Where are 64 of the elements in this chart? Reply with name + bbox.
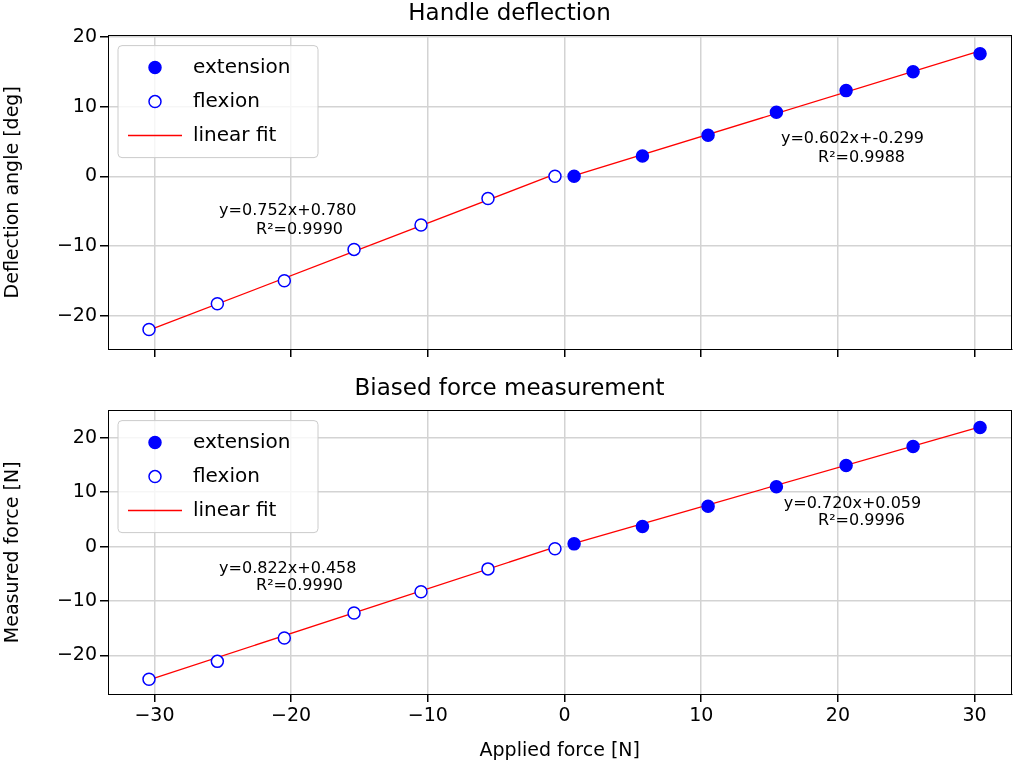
y-tick-label: −10 bbox=[56, 232, 97, 255]
legend-label: flexion bbox=[193, 87, 260, 112]
x-axis-title: Applied force [N] bbox=[479, 737, 640, 760]
point bbox=[701, 499, 715, 514]
y-tick-label: 10 bbox=[72, 479, 97, 502]
y-tick-label: 10 bbox=[72, 93, 97, 116]
point bbox=[973, 46, 987, 61]
point bbox=[481, 191, 495, 206]
point bbox=[839, 83, 853, 98]
annotation: R²=0.9990 bbox=[256, 219, 343, 239]
point bbox=[210, 654, 225, 669]
legend-label: extension bbox=[193, 428, 291, 453]
point bbox=[635, 149, 650, 163]
y-axis-title: Measured force [N] bbox=[0, 461, 23, 644]
x-tick-label: 0 bbox=[558, 703, 571, 726]
annotation: y=0.602x+-0.299 bbox=[780, 128, 925, 148]
x-tick-label: 10 bbox=[689, 703, 714, 726]
x-tick-label: 30 bbox=[962, 703, 987, 726]
point bbox=[277, 631, 292, 645]
chart-title: Handle deflection bbox=[408, 0, 611, 25]
y-axis-title: Deflection angle [deg] bbox=[0, 86, 23, 299]
annotation: y=0.720x+0.059 bbox=[783, 493, 922, 513]
point bbox=[906, 65, 920, 79]
x-tick-label: −10 bbox=[407, 703, 448, 726]
y-tick-label: 0 bbox=[84, 163, 97, 186]
point bbox=[481, 562, 495, 576]
point bbox=[567, 169, 581, 184]
y-tick-label: 20 bbox=[72, 424, 97, 447]
y-tick-label: −10 bbox=[56, 587, 97, 610]
chart-title: Biased force measurement bbox=[354, 373, 665, 400]
legend-label: linear fit bbox=[193, 496, 277, 521]
legend-label: extension bbox=[193, 53, 291, 78]
point bbox=[548, 169, 562, 184]
point bbox=[906, 439, 920, 454]
x-tick-label: −20 bbox=[271, 703, 312, 726]
annotation: R²=0.9988 bbox=[818, 146, 905, 166]
y-tick-label: 20 bbox=[72, 23, 97, 46]
point bbox=[414, 584, 428, 599]
point bbox=[567, 537, 581, 551]
point bbox=[210, 296, 225, 311]
y-tick-label: −20 bbox=[56, 642, 97, 665]
point bbox=[973, 420, 987, 435]
point bbox=[142, 672, 156, 687]
point bbox=[769, 105, 784, 119]
point bbox=[839, 458, 853, 473]
point bbox=[142, 322, 156, 337]
x-tick-label: −30 bbox=[134, 703, 175, 726]
legend-label: linear fit bbox=[193, 121, 277, 146]
y-tick-label: −20 bbox=[56, 302, 97, 325]
y-tick-label: 0 bbox=[84, 533, 97, 556]
point bbox=[548, 542, 562, 556]
point bbox=[769, 480, 784, 494]
point bbox=[277, 274, 292, 288]
legend-label: flexion bbox=[193, 462, 260, 487]
annotation: y=0.822x+0.458 bbox=[219, 558, 357, 578]
point bbox=[635, 519, 650, 534]
point bbox=[701, 128, 715, 142]
annotation: R²=0.9990 bbox=[256, 575, 343, 595]
point bbox=[347, 606, 361, 620]
point bbox=[347, 242, 361, 257]
annotation: y=0.752x+0.780 bbox=[219, 200, 357, 220]
x-tick-label: 20 bbox=[825, 703, 850, 726]
annotation: R²=0.9996 bbox=[818, 510, 905, 530]
point bbox=[414, 218, 428, 232]
